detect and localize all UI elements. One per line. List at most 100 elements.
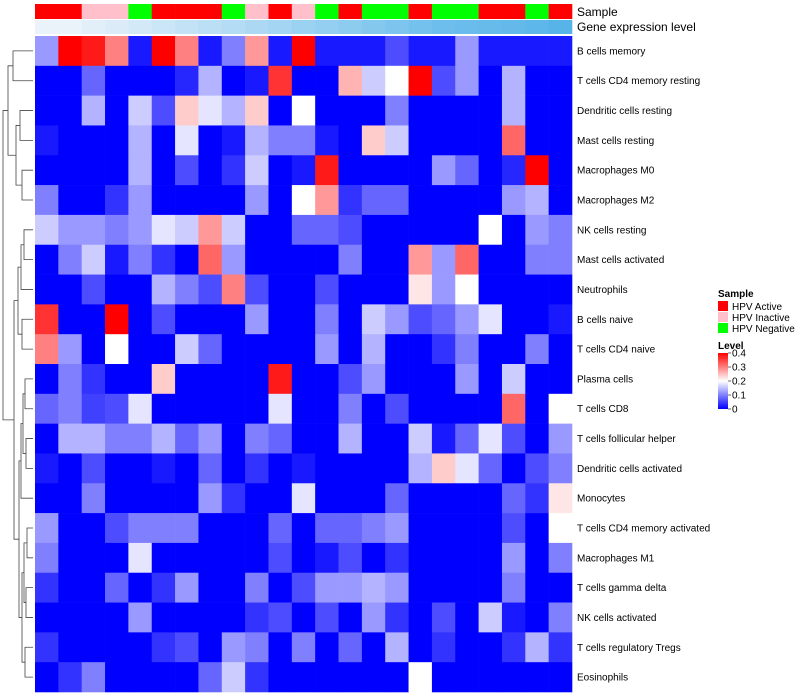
sample-annotation-cell	[128, 4, 153, 19]
expression-annotation-cell	[431, 20, 456, 34]
heatmap-cell	[105, 214, 129, 246]
heatmap-cell	[548, 393, 573, 424]
heatmap-cell	[455, 364, 479, 395]
heatmap-cell	[501, 125, 526, 156]
heatmap-cell	[548, 423, 573, 454]
heatmap-cell	[58, 662, 82, 693]
heatmap-cell	[548, 95, 573, 126]
dendrogram-branch	[24, 646, 33, 678]
dendrogram-branch	[20, 244, 33, 290]
row-label: Mast cells activated	[577, 255, 664, 266]
heatmap-cell	[478, 125, 503, 156]
heatmap-cell	[361, 662, 386, 693]
heatmap-cell	[455, 304, 479, 335]
heatmap-cell	[455, 185, 479, 216]
heatmap-cell	[81, 36, 106, 67]
heatmap-cell	[361, 423, 386, 454]
heatmap-cell	[338, 214, 363, 246]
heatmap-cell	[455, 423, 479, 454]
heatmap-cell	[58, 304, 82, 335]
heatmap-cell	[385, 572, 409, 603]
heatmap-cell	[408, 304, 433, 335]
heatmap-cell	[408, 95, 433, 126]
heatmap-cell	[315, 155, 339, 186]
heatmap-cell	[221, 36, 246, 67]
heatmap-cell	[478, 334, 503, 365]
heatmap-cell	[525, 155, 549, 186]
heatmap-cell	[431, 602, 456, 633]
heatmap-cell	[455, 244, 479, 275]
heatmap-cell	[58, 602, 82, 633]
heatmap-cell	[128, 542, 153, 574]
heatmap-cell	[128, 36, 153, 67]
legend-level-title: Level	[718, 341, 744, 352]
heatmap-cell	[548, 334, 573, 365]
heatmap-cell	[58, 214, 82, 246]
heatmap-cell	[151, 662, 176, 693]
row-label: NK cells resting	[577, 225, 646, 236]
heatmap-cell	[245, 602, 269, 633]
heatmap-cell	[58, 65, 82, 96]
heatmap-cell	[58, 274, 82, 305]
heatmap-cell	[245, 423, 269, 454]
heatmap-cell	[338, 36, 363, 67]
heatmap-cell	[501, 155, 526, 186]
heatmap-cell	[105, 185, 129, 216]
heatmap-cell	[291, 304, 316, 335]
expression-annotation-cell	[385, 20, 409, 34]
heatmap-cell	[221, 244, 246, 275]
heatmap-cell	[151, 453, 176, 484]
heatmap-cell	[245, 244, 269, 275]
heatmap-cell	[548, 662, 573, 693]
heatmap-cell	[268, 513, 293, 544]
heatmap-cell	[221, 364, 246, 395]
dendrogram-branch	[13, 300, 19, 540]
heatmap-cell	[525, 364, 549, 395]
heatmap-cell	[455, 125, 479, 156]
heatmap-cell	[408, 334, 433, 365]
expression-annotation-cell	[105, 20, 129, 34]
heatmap-cell	[548, 274, 573, 305]
heatmap-cell	[221, 125, 246, 156]
heatmap-cell	[408, 185, 433, 216]
heatmap-cell	[198, 304, 223, 335]
heatmap-cell	[35, 423, 59, 454]
heatmap-cell	[315, 95, 339, 126]
heatmap-cell	[525, 453, 549, 484]
heatmap-cell	[431, 244, 456, 275]
heatmap-cell	[128, 155, 153, 186]
heatmap-cell	[408, 36, 433, 67]
heatmap-cell	[455, 393, 479, 424]
heatmap-cell	[245, 393, 269, 424]
heatmap-cell	[408, 453, 433, 484]
heatmap-cell	[81, 572, 106, 603]
heatmap-cell	[81, 125, 106, 156]
heatmap-cell	[268, 274, 293, 305]
heatmap-cell	[35, 125, 59, 156]
heatmap-cell	[81, 393, 106, 424]
heatmap-cell	[455, 36, 479, 67]
heatmap-cell	[35, 364, 59, 395]
heatmap-cell	[501, 274, 526, 305]
heatmap-cell	[268, 244, 293, 275]
sample-annotation-cell	[408, 4, 433, 19]
heatmap-cell	[268, 125, 293, 156]
heatmap-cell	[221, 214, 246, 246]
row-label: Eosinophils	[577, 673, 628, 684]
heatmap-cell	[128, 185, 153, 216]
heatmap-cell	[151, 423, 176, 454]
heatmap-cell	[525, 542, 549, 574]
dendrogram-branch	[19, 110, 33, 141]
expression-annotation-cell	[548, 20, 573, 34]
dendrogram-branch	[26, 527, 33, 559]
heatmap-cell	[291, 334, 316, 365]
heatmap-cell	[338, 572, 363, 603]
dendrogram-branch	[21, 318, 33, 350]
heatmap-cell	[431, 483, 456, 514]
row-label: Macrophages M2	[577, 196, 655, 207]
heatmap-cell	[175, 334, 199, 365]
heatmap-cell	[501, 513, 526, 544]
heatmap-cell	[525, 244, 549, 275]
heatmap-cell	[385, 632, 409, 663]
heatmap-cell	[408, 393, 433, 424]
